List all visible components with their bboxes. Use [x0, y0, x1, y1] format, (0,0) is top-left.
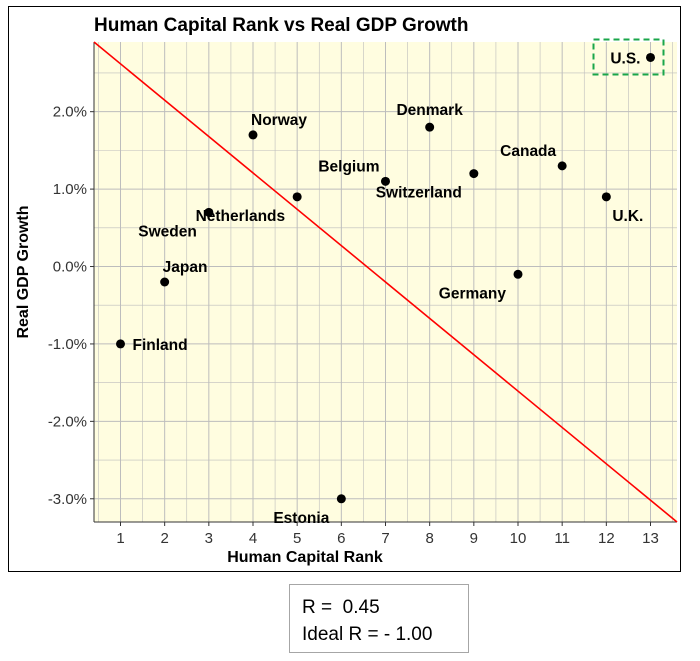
- point-label: U.K.: [612, 208, 643, 225]
- ideal-r-text: Ideal R = - 1.00: [302, 624, 433, 645]
- data-point: [204, 207, 214, 217]
- x-tick-label: 12: [598, 530, 615, 547]
- data-point: [160, 277, 170, 287]
- x-tick-label: 8: [425, 530, 433, 547]
- r-value-text: R = 0.45: [302, 597, 380, 618]
- x-axis-label: Human Capital Rank: [227, 549, 383, 566]
- reference-line: [93, 41, 678, 523]
- point-label: Belgium: [318, 158, 379, 175]
- y-tick-label: 2.0%: [53, 104, 87, 121]
- x-tick-label: 9: [470, 530, 478, 547]
- x-tick-label: 3: [205, 530, 213, 547]
- data-point: [469, 169, 479, 179]
- point-label: Estonia: [273, 510, 329, 527]
- x-tick-label: 1: [116, 530, 124, 547]
- y-tick-label: 0.0%: [53, 259, 87, 276]
- y-axis-label: Real GDP Growth: [15, 205, 32, 338]
- y-tick-label: -3.0%: [48, 491, 87, 508]
- data-point: [601, 192, 611, 202]
- point-label: Germany: [439, 285, 507, 302]
- x-tick-label: 13: [642, 530, 659, 547]
- x-tick-label: 4: [249, 530, 257, 547]
- data-point: [513, 269, 523, 279]
- data-point: [381, 176, 390, 186]
- y-tick-label: 1.0%: [53, 181, 87, 198]
- data-point: [292, 192, 302, 202]
- x-tick-label: 10: [510, 530, 527, 547]
- highlight-box: [592, 38, 665, 76]
- point-label: Sweden: [138, 223, 197, 240]
- x-tick-label: 7: [381, 530, 389, 547]
- y-tick-label: -1.0%: [48, 336, 87, 353]
- point-label: Netherlands: [196, 208, 286, 225]
- data-point: [646, 52, 655, 62]
- point-label: Switzerland: [376, 185, 462, 202]
- point-label: Canada: [500, 143, 556, 160]
- chart-title: Human Capital Rank vs Real GDP Growth: [94, 15, 468, 36]
- y-tick-label: -2.0%: [48, 413, 87, 430]
- x-tick-label: 5: [293, 530, 301, 547]
- data-point: [248, 130, 258, 140]
- point-label: U.S.: [610, 50, 640, 67]
- data-point: [116, 339, 125, 349]
- point-label: Japan: [163, 259, 208, 276]
- data-point: [425, 122, 435, 132]
- data-point: [336, 494, 346, 504]
- point-label: Finland: [133, 337, 188, 354]
- x-tick-label: 6: [337, 530, 345, 547]
- point-label: Norway: [251, 112, 307, 129]
- correlation-box: R = 0.45 Ideal R = - 1.00: [289, 584, 469, 653]
- x-tick-label: 2: [160, 530, 168, 547]
- x-tick-label: 11: [554, 530, 570, 547]
- point-label: Denmark: [396, 102, 463, 119]
- data-point: [557, 161, 567, 171]
